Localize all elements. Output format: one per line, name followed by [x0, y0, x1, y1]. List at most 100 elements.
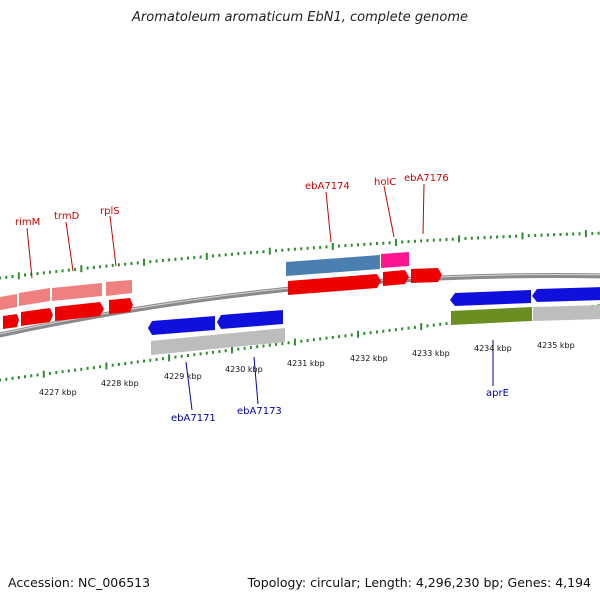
major-tick: [394, 238, 397, 246]
gene-label-ebA7173[interactable]: ebA7173: [237, 406, 282, 417]
gene-label-rplS[interactable]: rplS: [100, 206, 120, 217]
minor-tick: [496, 235, 499, 239]
feature-rimM-cds[interactable]: [21, 308, 53, 326]
minor-tick: [231, 252, 233, 256]
minor-tick: [5, 377, 8, 381]
feature-ebA7174-cds[interactable]: [288, 274, 381, 295]
feature-holC-band[interactable]: [381, 252, 409, 268]
minor-tick: [401, 327, 404, 331]
minor-tick: [262, 250, 265, 254]
minor-tick: [401, 240, 404, 244]
scale-label: 4230 kbp: [225, 365, 263, 374]
minor-tick: [11, 376, 14, 380]
minor-tick: [36, 272, 39, 276]
scale-label: 4227 kbp: [39, 388, 77, 397]
map-title: Aromatoleum aromaticum EbN1, complete ge…: [132, 10, 468, 25]
minor-tick: [388, 328, 391, 332]
gene-label-trmD[interactable]: trmD: [54, 211, 80, 222]
minor-tick: [136, 360, 139, 364]
minor-tick: [344, 334, 347, 338]
minor-tick: [363, 332, 366, 335]
gene-label-ebA7176[interactable]: ebA7176: [404, 173, 449, 184]
feature-aprE-band[interactable]: [451, 307, 532, 325]
minor-tick: [136, 261, 139, 265]
minor-tick: [5, 275, 8, 279]
major-tick: [458, 235, 461, 243]
minor-tick: [420, 239, 423, 243]
feature-rplS-cds[interactable]: [109, 298, 133, 314]
gene-label-aprE[interactable]: aprE: [486, 388, 509, 399]
minor-tick: [369, 242, 372, 246]
feature-ebA7174-band[interactable]: [286, 255, 380, 276]
minor-tick: [124, 262, 127, 266]
minor-tick: [300, 247, 303, 251]
major-tick: [331, 243, 334, 250]
minor-tick: [357, 243, 359, 247]
gene-label-ebA7174[interactable]: ebA7174: [305, 181, 350, 192]
major-tick: [268, 247, 271, 255]
minor-tick: [42, 271, 45, 275]
minor-tick: [155, 358, 158, 361]
feature-ebA7171-cds[interactable]: [148, 316, 215, 335]
major-tick: [42, 370, 45, 378]
feature-trmD-band[interactable]: [52, 283, 102, 301]
minor-tick: [432, 323, 435, 327]
minor-tick: [350, 333, 353, 337]
minor-tick: [205, 351, 208, 355]
scale-label: 4231 kbp: [287, 359, 325, 368]
minor-tick: [287, 248, 290, 252]
feature-rimM-band[interactable]: [19, 288, 50, 306]
feature-right-cds[interactable]: [532, 287, 600, 302]
minor-tick: [439, 322, 442, 326]
leader-rplS: [109, 215, 117, 267]
minor-tick: [426, 324, 429, 328]
minor-tick: [117, 263, 120, 267]
minor-tick: [24, 273, 26, 277]
minor-tick: [49, 270, 51, 274]
minor-tick: [413, 239, 416, 243]
feature-ebA7171-band[interactable]: [151, 328, 285, 355]
minor-tick: [382, 241, 385, 245]
leader-ebA7173: [253, 356, 259, 405]
feature-rimM-rna[interactable]: [0, 294, 17, 310]
minor-tick: [130, 361, 133, 365]
minor-tick: [363, 242, 366, 246]
minor-tick: [67, 268, 70, 272]
gene-labels: rimM trmD rplS ebA7174 holC ebA7176 ebA7…: [15, 173, 509, 424]
minor-tick: [49, 371, 51, 375]
feature-ebA7176-cds[interactable]: [411, 268, 442, 283]
minor-tick: [36, 373, 39, 377]
minor-tick: [143, 359, 145, 363]
minor-tick: [199, 352, 202, 356]
minor-tick: [559, 233, 562, 236]
minor-tick: [331, 335, 334, 339]
feature-rplS-band[interactable]: [106, 280, 132, 296]
gene-label-holC[interactable]: holC: [374, 177, 396, 188]
minor-tick: [470, 236, 473, 240]
feature-trmD-cds[interactable]: [55, 302, 104, 321]
minor-tick: [99, 365, 102, 369]
feature-aprE-neighbor-cds[interactable]: [450, 290, 531, 306]
feature-right-band[interactable]: [533, 305, 600, 321]
minor-tick: [212, 350, 215, 354]
minor-tick: [275, 342, 278, 346]
scale-label: 4229 kbp: [164, 372, 202, 381]
minor-tick: [407, 326, 410, 330]
gene-label-rimM[interactable]: rimM: [15, 217, 40, 228]
minor-tick: [344, 244, 347, 248]
minor-tick: [218, 253, 221, 257]
minor-tick: [287, 341, 290, 345]
scale-label: 4232 kbp: [350, 354, 388, 363]
minor-tick: [477, 236, 480, 240]
feature-ebA7173-cds[interactable]: [217, 310, 283, 329]
upper-tick-track: [0, 230, 600, 280]
minor-tick: [199, 255, 202, 259]
feature-rimM-cds-a[interactable]: [3, 314, 19, 329]
accession-text: Accession: NC_006513: [8, 575, 151, 590]
minor-tick: [312, 338, 315, 342]
minor-tick: [187, 256, 189, 260]
major-tick: [293, 338, 296, 346]
minor-tick: [224, 349, 227, 353]
feature-holC-cds[interactable]: [383, 270, 409, 286]
gene-label-ebA7171[interactable]: ebA7171: [171, 413, 216, 424]
